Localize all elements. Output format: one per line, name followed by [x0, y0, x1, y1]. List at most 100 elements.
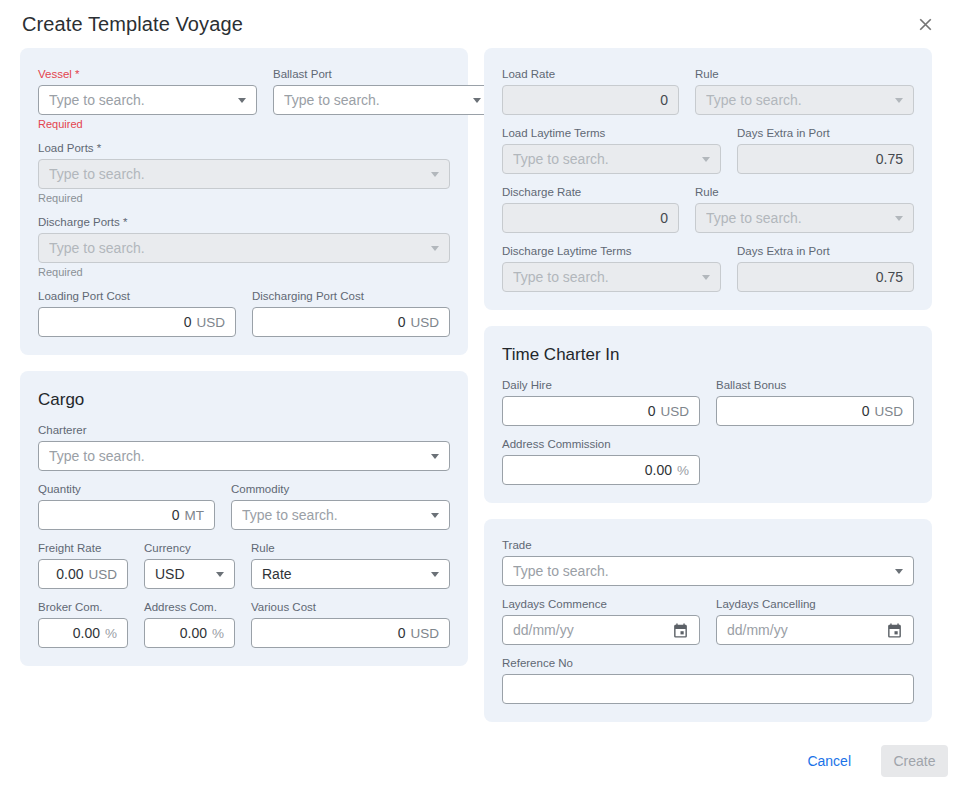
discharge-days-extra-value: 0.75 — [876, 269, 903, 285]
create-button[interactable]: Create — [881, 745, 948, 777]
address-commission-input[interactable]: 0.00 % — [502, 455, 700, 485]
quantity-field-group: Quantity 0 MT — [38, 483, 215, 530]
laydays-cancelling-field-group: Laydays Cancelling dd/mm/yy — [716, 598, 914, 645]
charterer-input[interactable] — [49, 448, 423, 464]
commodity-label: Commodity — [231, 483, 450, 496]
load-ports-label: Load Ports * — [38, 142, 450, 155]
discharge-days-extra-input: 0.75 — [737, 262, 914, 292]
trade-select[interactable] — [502, 556, 914, 586]
discharge-ports-input — [49, 240, 423, 256]
freight-rate-label: Freight Rate — [38, 542, 128, 555]
chevron-down-icon — [702, 157, 710, 162]
ballast-bonus-value: 0 — [862, 403, 870, 419]
close-button[interactable] — [914, 13, 937, 36]
trade-field-group: Trade — [502, 539, 914, 586]
various-cost-field-group: Various Cost 0 USD — [251, 601, 450, 648]
vessel-required-hint: Required — [38, 118, 257, 130]
currency-value: USD — [155, 566, 208, 582]
charterer-label: Charterer — [38, 424, 450, 437]
commodity-input[interactable] — [242, 507, 423, 523]
laydays-cancelling-input[interactable]: dd/mm/yy — [716, 615, 914, 645]
rates-panel: Load Rate 0 Rule — [484, 48, 932, 310]
laydays-commence-calendar-button[interactable] — [672, 622, 689, 639]
chevron-down-icon — [216, 572, 224, 577]
calendar-icon — [672, 622, 689, 639]
broker-com-label: Broker Com. — [38, 601, 128, 614]
create-template-voyage-dialog: Create Template Voyage Vessel * Required — [0, 0, 955, 785]
address-com-unit: % — [212, 626, 224, 641]
ballast-port-input[interactable] — [284, 92, 465, 108]
currency-label: Currency — [144, 542, 235, 555]
quantity-unit: MT — [185, 508, 205, 523]
chevron-down-icon — [431, 454, 439, 459]
freight-rate-unit: USD — [88, 567, 117, 582]
load-rate-field-group: Load Rate 0 — [502, 68, 679, 115]
ballast-bonus-unit: USD — [874, 404, 903, 419]
chevron-down-icon — [431, 572, 439, 577]
quantity-input[interactable]: 0 MT — [38, 500, 215, 530]
currency-select[interactable]: USD — [144, 559, 235, 589]
reference-no-field-group: Reference No — [502, 657, 914, 704]
commodity-select[interactable] — [231, 500, 450, 530]
laydays-commence-input[interactable]: dd/mm/yy — [502, 615, 700, 645]
loading-port-cost-label: Loading Port Cost — [38, 290, 236, 303]
loading-port-cost-input[interactable]: 0 USD — [38, 307, 236, 337]
load-rate-input: 0 — [502, 85, 679, 115]
address-commission-unit: % — [677, 463, 689, 478]
reference-no-input[interactable] — [513, 681, 903, 697]
ballast-bonus-field-group: Ballast Bonus 0 USD — [716, 379, 914, 426]
vessel-select[interactable] — [38, 85, 257, 115]
load-rate-value: 0 — [660, 92, 668, 108]
broker-com-input[interactable]: 0.00 % — [38, 618, 128, 648]
left-column: Vessel * Required Ballast Port — [20, 48, 468, 666]
freight-rate-input[interactable]: 0.00 USD — [38, 559, 128, 589]
laydays-cancelling-calendar-button[interactable] — [886, 622, 903, 639]
charterer-select[interactable] — [38, 441, 450, 471]
discharging-port-cost-input[interactable]: 0 USD — [252, 307, 450, 337]
freight-rule-value: Rate — [262, 566, 423, 582]
ballast-port-field-group: Ballast Port — [273, 68, 492, 130]
address-commission-label: Address Commission — [502, 438, 700, 451]
discharging-port-cost-unit: USD — [410, 315, 439, 330]
discharge-rate-label: Discharge Rate — [502, 186, 679, 199]
various-cost-input[interactable]: 0 USD — [251, 618, 450, 648]
chevron-down-icon — [473, 98, 481, 103]
chevron-down-icon — [431, 246, 439, 251]
vessel-field-group: Vessel * Required — [38, 68, 257, 130]
discharge-laytime-input — [513, 269, 694, 285]
load-rate-label: Load Rate — [502, 68, 679, 81]
daily-hire-field-group: Daily Hire 0 USD — [502, 379, 700, 426]
broker-com-unit: % — [105, 626, 117, 641]
discharge-ports-field-group: Discharge Ports * Required — [38, 216, 450, 278]
discharge-rule-input — [706, 210, 887, 226]
load-rule-input — [706, 92, 887, 108]
load-laytime-select — [502, 144, 721, 174]
ballast-bonus-input[interactable]: 0 USD — [716, 396, 914, 426]
discharge-days-extra-label: Days Extra in Port — [737, 245, 914, 258]
daily-hire-value: 0 — [648, 403, 656, 419]
load-laytime-field-group: Load Laytime Terms — [502, 127, 721, 174]
broker-com-value: 0.00 — [73, 625, 100, 641]
ballast-port-select[interactable] — [273, 85, 492, 115]
quantity-value: 0 — [172, 507, 180, 523]
quantity-label: Quantity — [38, 483, 215, 496]
ballast-port-label: Ballast Port — [273, 68, 492, 81]
time-charter-in-heading: Time Charter In — [502, 346, 914, 363]
vessel-input[interactable] — [49, 92, 230, 108]
reference-no-input-wrap[interactable] — [502, 674, 914, 704]
currency-field-group: Currency USD — [144, 542, 235, 589]
load-laytime-input — [513, 151, 694, 167]
daily-hire-input[interactable]: 0 USD — [502, 396, 700, 426]
address-com-input[interactable]: 0.00 % — [144, 618, 235, 648]
discharge-ports-label: Discharge Ports * — [38, 216, 450, 229]
discharge-rate-input: 0 — [502, 203, 679, 233]
address-com-label: Address Com. — [144, 601, 235, 614]
freight-rule-select[interactable]: Rate — [251, 559, 450, 589]
commodity-field-group: Commodity — [231, 483, 450, 530]
chevron-down-icon — [431, 172, 439, 177]
cancel-button[interactable]: Cancel — [799, 747, 859, 775]
load-rule-select — [695, 85, 914, 115]
trade-input[interactable] — [513, 563, 887, 579]
address-commission-field-group: Address Commission 0.00 % — [502, 438, 700, 485]
right-column: Load Rate 0 Rule — [484, 48, 932, 722]
